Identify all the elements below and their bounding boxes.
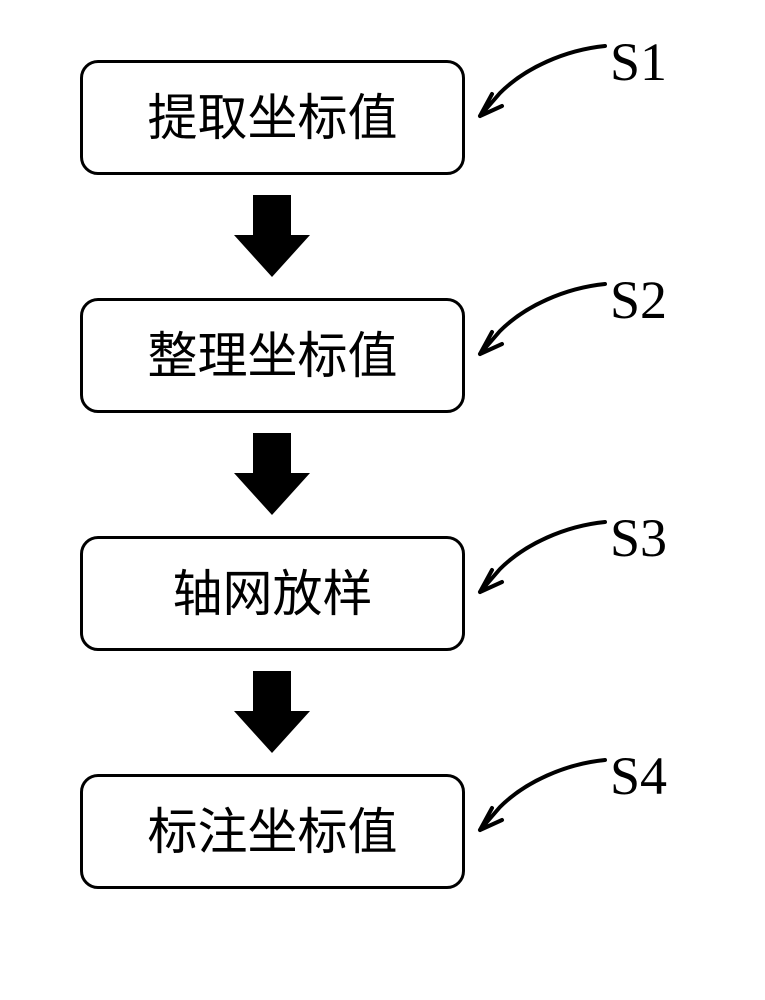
- flow-arrow-icon: [234, 195, 310, 277]
- step-box-s3: 轴网放样: [80, 536, 465, 651]
- step-label-s4: S4: [610, 749, 667, 803]
- step-label-s2: S2: [610, 273, 667, 327]
- flow-arrow-icon: [234, 671, 310, 753]
- step-box-s4: 标注坐标值: [80, 774, 465, 889]
- callout-arrow-icon: [470, 38, 610, 128]
- flowchart-canvas: 提取坐标值 S1 整理坐标值 S2 轴网放样 S3 标注坐标值 S4: [0, 0, 765, 1000]
- step-label-s3: S3: [610, 511, 667, 565]
- step-text: 提取坐标值: [148, 93, 398, 143]
- step-text: 标注坐标值: [148, 807, 398, 857]
- step-text: 轴网放样: [173, 569, 373, 619]
- flow-arrow-icon: [234, 433, 310, 515]
- step-label-s1: S1: [610, 35, 667, 89]
- step-box-s2: 整理坐标值: [80, 298, 465, 413]
- callout-arrow-icon: [470, 752, 610, 842]
- step-text: 整理坐标值: [148, 331, 398, 381]
- step-box-s1: 提取坐标值: [80, 60, 465, 175]
- callout-arrow-icon: [470, 276, 610, 366]
- callout-arrow-icon: [470, 514, 610, 604]
